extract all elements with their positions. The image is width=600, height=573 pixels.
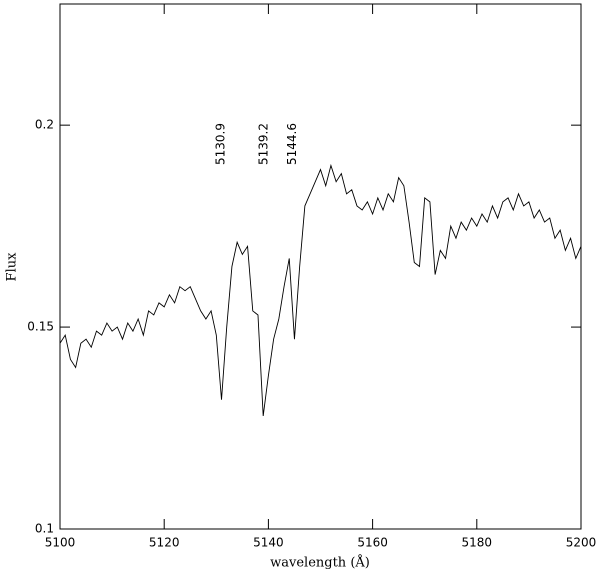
x-tick-label: 5160 [357,536,388,550]
y-tick-label: 0.2 [35,118,54,132]
line-annotation: 5144.6 [285,123,299,165]
y-tick-label: 0.15 [27,320,54,334]
y-tick-label: 0.1 [35,522,54,536]
line-annotation: 5130.9 [213,123,227,165]
x-tick-label: 5140 [253,536,284,550]
line-annotation: 5139.2 [257,123,271,165]
y-axis-label: Flux [5,252,20,282]
x-tick-label: 5120 [149,536,180,550]
spectrum-line [59,163,582,416]
x-axis-label: wavelength (Å) [270,555,370,571]
x-tick-label: 5100 [45,536,76,550]
x-tick-label: 5180 [462,536,493,550]
x-tick-label: 5200 [566,536,597,550]
plot-frame [59,3,582,530]
